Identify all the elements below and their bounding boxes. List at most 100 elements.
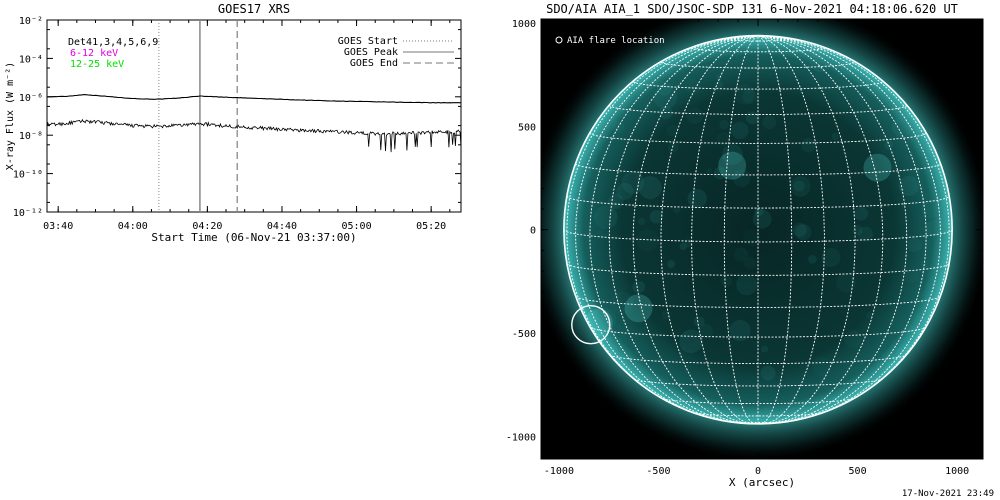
longitude-line bbox=[608, 35, 759, 424]
longitude-line bbox=[757, 35, 793, 424]
disk-patch bbox=[854, 206, 869, 221]
disk-patch bbox=[754, 206, 764, 217]
disk-patch bbox=[686, 107, 703, 125]
disk-patch bbox=[836, 272, 856, 293]
flux-series-line-1 bbox=[47, 94, 461, 104]
disk-patch bbox=[597, 227, 609, 239]
aia-x-axis: -1000 -500 0 500 1000 bbox=[544, 19, 978, 477]
disk-patch bbox=[811, 356, 832, 377]
aia-y-tick-label: -500 bbox=[512, 329, 536, 340]
longitude-line bbox=[632, 35, 759, 424]
disk-patch bbox=[795, 224, 812, 241]
legend-goes-start: GOES Start bbox=[338, 36, 398, 47]
longitude-line bbox=[757, 35, 884, 424]
disk-patch bbox=[760, 345, 769, 353]
active-region-glow bbox=[624, 294, 653, 323]
longitude-line bbox=[589, 35, 759, 423]
disk-patch bbox=[865, 311, 873, 319]
disk-patch bbox=[687, 188, 707, 209]
disk-patch bbox=[802, 46, 822, 66]
channel-label-6-12: 6-12 keV bbox=[70, 48, 118, 59]
disk-patch bbox=[632, 280, 646, 294]
disk-patch bbox=[732, 169, 751, 187]
disk-patch bbox=[715, 80, 724, 89]
disk-patch bbox=[698, 323, 714, 339]
legend-flare-label: AIA flare location bbox=[567, 36, 665, 46]
disk-patch bbox=[801, 137, 816, 153]
disk-patch bbox=[653, 85, 678, 110]
aia-y-tick-label: -1000 bbox=[506, 432, 536, 443]
disk-patch bbox=[693, 316, 705, 328]
aia-x-tick-label: 0 bbox=[755, 466, 761, 477]
footer-timestamp: 17-Nov-2021 23:49 bbox=[902, 489, 994, 499]
flux-series-group bbox=[47, 94, 461, 153]
disk-patch bbox=[745, 111, 759, 125]
lc-x-tick-label: 04:40 bbox=[267, 221, 297, 232]
lc-y-tick-label: 10⁻¹² bbox=[13, 208, 43, 219]
disk-patch bbox=[834, 55, 858, 79]
longitude-line bbox=[575, 35, 759, 421]
legend-flare-symbol bbox=[555, 36, 563, 44]
aia-x-tick-label: 1000 bbox=[945, 466, 969, 477]
disk-patch bbox=[891, 116, 914, 138]
lightcurve-legend: GOES Start GOES Peak GOES End bbox=[338, 36, 454, 69]
lc-x-tick-label: 03:40 bbox=[43, 221, 73, 232]
event-markers bbox=[158, 20, 238, 212]
disk-patch bbox=[621, 171, 645, 194]
disk-patch bbox=[926, 220, 943, 237]
aia-x-tick-label: -1000 bbox=[544, 466, 574, 477]
longitude-line bbox=[757, 35, 941, 421]
disk-patch bbox=[679, 329, 704, 354]
disk-patch bbox=[616, 182, 634, 200]
disk-patch bbox=[638, 217, 646, 226]
disk-texture bbox=[564, 35, 952, 421]
flux-series-line-2 bbox=[47, 118, 461, 153]
latitude-line bbox=[692, 412, 824, 417]
disk-patch bbox=[752, 209, 772, 229]
disk-patch bbox=[921, 199, 941, 219]
aia-image-area: AIA flare location bbox=[541, 19, 983, 459]
lc-x-tick-label: 04:20 bbox=[192, 221, 222, 232]
longitude-line bbox=[757, 35, 908, 424]
aia-y-tick-label: 500 bbox=[518, 122, 536, 133]
lc-y-tick-label: 10⁻¹⁰ bbox=[13, 170, 43, 181]
disk-patch bbox=[720, 275, 733, 287]
latitude-line bbox=[566, 263, 950, 276]
disk-patch bbox=[638, 176, 662, 200]
disk-patch bbox=[743, 228, 761, 247]
aia-y-tick-label: 1000 bbox=[512, 19, 536, 30]
longitude-line bbox=[757, 35, 825, 424]
disk-patch bbox=[716, 74, 723, 81]
aia-image-chart: SDO/AIA AIA_1 SDO/JSOC-SDP 131 6-Nov-202… bbox=[506, 2, 984, 489]
disk-patch bbox=[898, 175, 919, 196]
lightcurve-x-label: Start Time (06-Nov-21 03:37:00) bbox=[151, 231, 356, 244]
aia-title: SDO/AIA AIA_1 SDO/JSOC-SDP 131 6-Nov-202… bbox=[546, 2, 958, 16]
disk-patch bbox=[762, 115, 777, 130]
legend-goes-end: GOES End bbox=[350, 58, 398, 69]
aia-frame bbox=[540, 18, 984, 460]
lightcurve-x-axis: 03:40 04:00 04:20 04:40 05:00 05:20 bbox=[43, 20, 451, 232]
disk-patch bbox=[734, 247, 749, 262]
disk-patch bbox=[594, 205, 618, 230]
disk-patch bbox=[731, 121, 749, 139]
disk-patch bbox=[736, 274, 758, 296]
disk-patch bbox=[744, 257, 757, 270]
active-region-glow bbox=[863, 153, 892, 182]
aia-x-tick-label: -500 bbox=[646, 466, 670, 477]
longitude-line bbox=[660, 35, 759, 424]
disk-patch bbox=[672, 205, 681, 214]
disk-patch bbox=[713, 166, 727, 180]
lc-y-tick-label: 10⁻⁸ bbox=[19, 131, 43, 142]
disk-patch bbox=[905, 269, 920, 284]
disk-patch bbox=[907, 238, 922, 253]
aia-x-tick-label: 500 bbox=[849, 466, 867, 477]
active-region-glow bbox=[718, 151, 747, 180]
disk-patch bbox=[760, 365, 776, 381]
aia-y-axis: -1000 -500 0 500 1000 bbox=[506, 19, 983, 458]
disk-patch bbox=[857, 226, 874, 242]
detector-label: Det41,3,4,5,6,9 bbox=[68, 37, 158, 48]
disk-patch bbox=[667, 260, 676, 269]
disk-patch bbox=[636, 229, 659, 252]
disk-patch bbox=[843, 329, 862, 348]
